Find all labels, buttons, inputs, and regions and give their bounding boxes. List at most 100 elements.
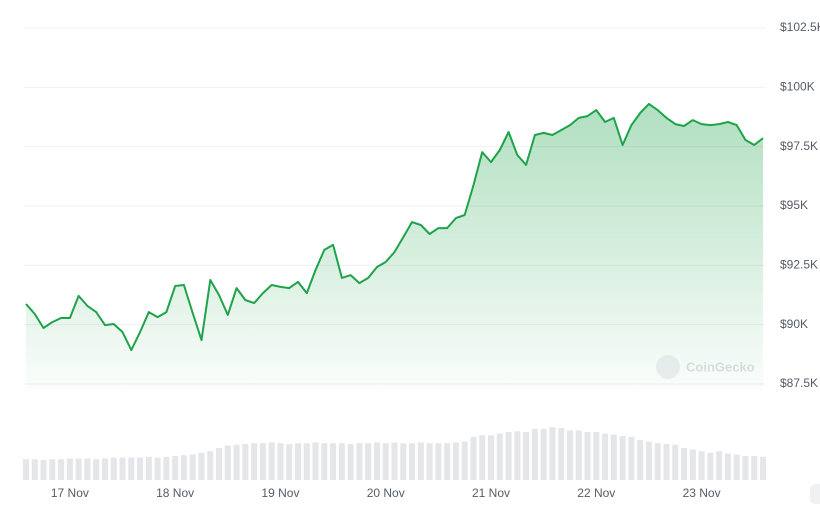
volume-bar — [610, 434, 617, 480]
volume-bar — [452, 442, 459, 480]
volume-bar — [751, 456, 758, 480]
y-tick-label: $100K — [780, 80, 815, 94]
y-tick-label: $87.5K — [780, 376, 818, 390]
volume-bar — [233, 444, 240, 480]
x-tick-label: 20 Nov — [367, 486, 405, 500]
volume-bar — [444, 443, 451, 480]
volume-bar — [593, 432, 600, 480]
volume-bar — [619, 436, 626, 480]
volume-bar — [277, 443, 284, 480]
volume-bar — [391, 442, 398, 480]
volume-bar — [49, 459, 56, 480]
volume-bar — [40, 460, 47, 480]
y-tick-label: $102.5K — [780, 20, 820, 34]
y-tick-label: $92.5K — [780, 258, 818, 272]
volume-bar — [505, 432, 512, 480]
volume-bar — [23, 459, 29, 480]
volume-bar — [417, 442, 424, 480]
volume-bar — [602, 433, 609, 480]
volume-bar — [566, 430, 573, 480]
x-tick-label: 18 Nov — [156, 486, 194, 500]
volume-bar — [461, 441, 468, 480]
volume-bar — [707, 452, 714, 480]
volume-bar — [645, 441, 652, 480]
volume-bar — [549, 427, 556, 480]
volume-bar — [268, 442, 275, 480]
volume-bar — [409, 443, 416, 480]
volume-bar — [663, 444, 670, 480]
volume-bar — [93, 459, 100, 480]
volume-bar — [575, 430, 582, 480]
volume-bar — [698, 451, 705, 480]
volume-bar — [154, 457, 161, 480]
x-tick-label: 23 Nov — [683, 486, 721, 500]
volume-bar — [172, 456, 179, 480]
volume-bar — [294, 443, 301, 480]
volume-bar — [531, 428, 538, 480]
volume-bar — [31, 459, 38, 480]
volume-bar — [110, 457, 117, 480]
volume-bar — [101, 458, 108, 480]
volume-bar — [286, 444, 293, 480]
volume-bar — [760, 456, 766, 480]
volume-bar — [330, 443, 337, 480]
volume-bar — [137, 457, 144, 480]
volume-bar — [251, 443, 258, 480]
volume-bar — [242, 444, 249, 480]
volume-bar — [689, 449, 696, 480]
volume-bar — [259, 443, 266, 480]
volume-bar — [558, 428, 565, 480]
volume-bar — [321, 443, 328, 480]
volume-bar — [672, 444, 679, 480]
volume-bar — [523, 432, 530, 480]
volume-bar — [207, 451, 214, 480]
corner-button — [810, 484, 820, 504]
volume-bar — [119, 457, 126, 480]
volume-bar — [742, 456, 749, 480]
volume-bar — [373, 442, 380, 480]
volume-bar — [338, 443, 345, 480]
volume-bar — [540, 428, 547, 480]
volume-bar — [356, 443, 363, 480]
watermark-text: CoinGecko — [686, 359, 755, 374]
volume-bar — [488, 435, 495, 480]
volume-bar — [128, 457, 135, 480]
volume-bar — [400, 443, 407, 480]
volume-bar — [681, 448, 688, 480]
volume-bar — [163, 456, 170, 480]
volume-bar — [145, 456, 152, 480]
volume-bar — [180, 455, 187, 480]
price-area — [26, 103, 763, 391]
volume-bar — [479, 435, 486, 480]
watermark: CoinGecko — [656, 355, 755, 379]
volume-bar — [724, 453, 731, 480]
volume-bar — [514, 431, 521, 480]
x-tick-label: 17 Nov — [51, 486, 89, 500]
volume-bar — [224, 445, 231, 480]
volume-bar — [426, 443, 433, 480]
volume-bar — [470, 436, 477, 480]
x-tick-label: 19 Nov — [261, 486, 299, 500]
volume-bar — [66, 458, 73, 480]
volume-bar — [382, 443, 389, 480]
volume-bar — [347, 444, 354, 480]
y-tick-label: $97.5K — [780, 139, 818, 153]
volume-bar — [654, 443, 661, 480]
volume-bar — [312, 442, 319, 480]
volume-bar — [584, 432, 591, 480]
y-tick-label: $95K — [780, 198, 808, 212]
volume-bar — [75, 458, 82, 480]
volume-bar — [716, 451, 723, 480]
volume-bar — [365, 443, 372, 480]
volume-bar — [496, 433, 503, 480]
volume-bar — [189, 454, 196, 480]
volume-bar — [628, 436, 635, 480]
x-tick-label: 22 Nov — [577, 486, 615, 500]
price-line — [25, 102, 764, 352]
volume-bar — [84, 458, 91, 480]
volume-bar — [216, 448, 223, 480]
volume-bar — [733, 454, 740, 480]
volume-bar — [637, 440, 644, 480]
x-tick-label: 21 Nov — [472, 486, 510, 500]
